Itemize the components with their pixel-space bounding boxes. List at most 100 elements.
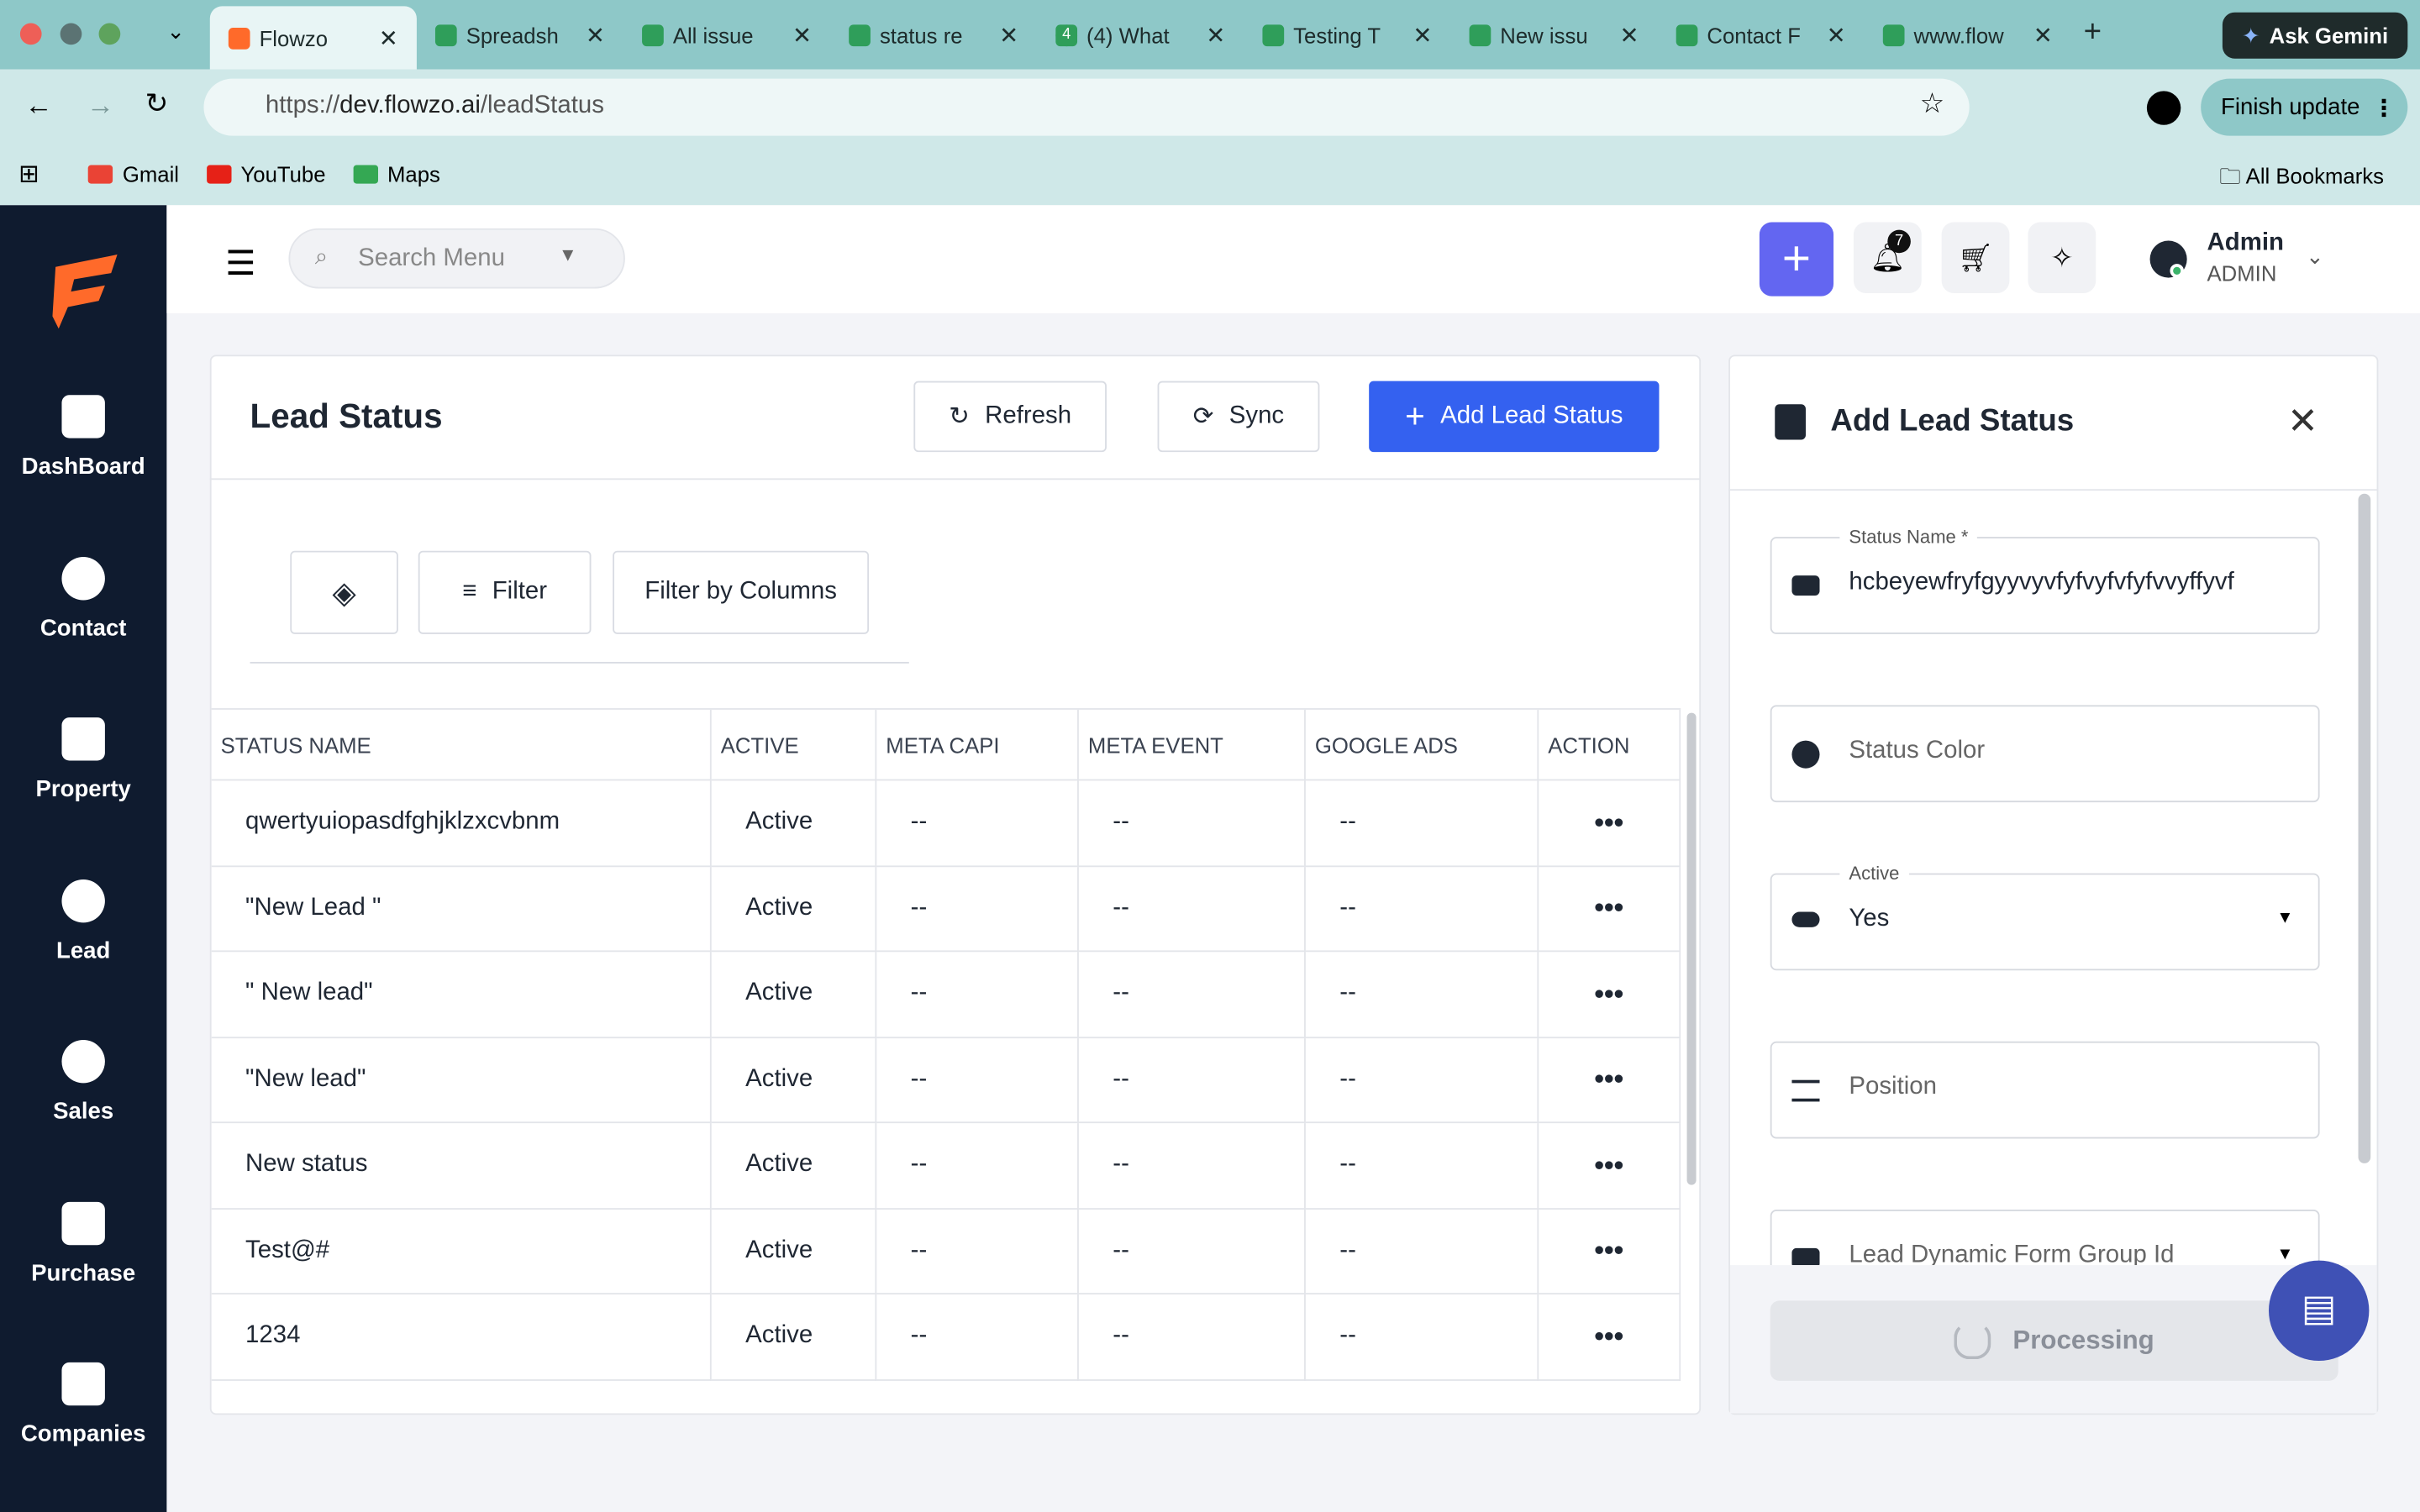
browser-tab[interactable]: Spreadsh ✕ xyxy=(417,13,623,59)
bookmark[interactable]: YouTube xyxy=(207,162,326,186)
filter-label: Filter xyxy=(492,578,548,606)
drawer-scrollbar[interactable] xyxy=(2358,493,2371,1163)
browser-tab[interactable]: Contact F ✕ xyxy=(1658,13,1865,59)
tab-close[interactable]: ✕ xyxy=(999,23,1019,50)
tab-favicon xyxy=(1882,24,1905,47)
sidebar-item[interactable]: Property xyxy=(0,717,166,802)
bookmark[interactable]: Maps xyxy=(353,162,440,186)
forward-button[interactable]: → xyxy=(86,89,114,121)
sidebar-item[interactable]: DashBoard xyxy=(0,395,166,480)
tab-title: Spreadsh xyxy=(466,23,559,48)
cell-value: -- xyxy=(1078,1209,1306,1295)
menu-toggle[interactable]: ☰ xyxy=(225,244,256,283)
new-tab[interactable]: + xyxy=(2083,15,2102,50)
tab-title: www.flow xyxy=(1913,23,2004,48)
column-header[interactable]: META CAPI xyxy=(876,709,1079,781)
sync-button[interactable]: ⟳ Sync xyxy=(1157,381,1320,453)
finish-update[interactable]: Finish update ⋮ xyxy=(2201,78,2408,136)
row-actions[interactable]: ••• xyxy=(1539,1294,1681,1380)
sidebar-icon xyxy=(61,717,105,761)
all-bookmarks[interactable]: 🗀 All Bookmarks xyxy=(2219,163,2385,189)
sidebar-item[interactable]: Purchase xyxy=(0,1200,166,1286)
all-bookmarks-label: All Bookmarks xyxy=(2245,163,2385,189)
active-field[interactable]: Active Yes ▼ xyxy=(1770,862,2320,971)
column-header[interactable]: STATUS NAME xyxy=(211,709,712,781)
browser-tab[interactable]: All issue ✕ xyxy=(623,13,830,59)
tab-close[interactable]: ✕ xyxy=(2033,23,2053,50)
form-group-placeholder: Lead Dynamic Form Group Id xyxy=(1849,1242,2175,1266)
browser-tab[interactable]: New issu ✕ xyxy=(1451,13,1658,59)
bookmark-star[interactable]: ☆ xyxy=(1919,87,1945,119)
tab-close[interactable]: ✕ xyxy=(1206,23,1226,50)
tab-close[interactable]: ✕ xyxy=(378,25,398,52)
ai-button[interactable]: ✧ xyxy=(2028,222,2096,293)
close-window[interactable] xyxy=(19,23,42,45)
active-cell: Active xyxy=(711,866,877,953)
sidebar-icon xyxy=(61,879,105,922)
tab-close[interactable]: ✕ xyxy=(792,23,813,50)
row-actions[interactable]: ••• xyxy=(1539,780,1681,867)
browser-tab[interactable]: Flowzo ✕ xyxy=(209,6,417,70)
browser-tab[interactable]: www.flow ✕ xyxy=(1865,13,2071,59)
url-path: /leadStatus xyxy=(480,92,604,119)
filter-button[interactable]: ≡ Filter xyxy=(418,550,592,634)
row-actions[interactable]: ••• xyxy=(1539,1209,1681,1295)
maximize-window[interactable] xyxy=(98,23,121,45)
form-group-field[interactable]: Lead Dynamic Form Group Id ▼ xyxy=(1770,1210,2320,1266)
back-button[interactable]: ← xyxy=(24,89,53,121)
gemini-button[interactable]: ✦ Ask Gemini xyxy=(2222,12,2408,59)
column-header[interactable]: GOOGLE ADS xyxy=(1305,709,1539,781)
reload-button[interactable]: ↻ xyxy=(145,87,169,119)
active-cell: Active xyxy=(711,780,877,867)
column-header[interactable]: META EVENT xyxy=(1078,709,1306,781)
browser-tab[interactable]: status re ✕ xyxy=(830,13,1037,59)
row-actions[interactable]: ••• xyxy=(1539,866,1681,953)
sidebar-icon xyxy=(61,395,105,438)
sidebar-icon xyxy=(61,556,105,600)
browser-tab[interactable]: Testing T ✕ xyxy=(1244,13,1450,59)
apps-icon[interactable]: ⊞ xyxy=(18,161,39,189)
tab-search[interactable]: ⌄ xyxy=(166,18,185,44)
active-cell: Active xyxy=(711,952,877,1038)
tab-close[interactable]: ✕ xyxy=(1619,23,1639,50)
tab-close[interactable]: ✕ xyxy=(1413,23,1433,50)
cell-value: -- xyxy=(1305,780,1539,867)
row-actions[interactable]: ••• xyxy=(1539,1123,1681,1210)
url-scheme: https:// xyxy=(265,92,340,119)
position-field[interactable]: Position xyxy=(1770,1041,2320,1139)
refresh-button[interactable]: ↻ Refresh xyxy=(913,381,1107,453)
status-name-field[interactable]: Status Name * hcbeyewfryfgyyvyvfyfvyfvfyf… xyxy=(1770,526,2320,634)
tab-close[interactable]: ✕ xyxy=(585,23,606,50)
status-name-label: Status Name * xyxy=(1839,526,1978,549)
tab-close[interactable]: ✕ xyxy=(1826,23,1846,50)
sidebar-item[interactable]: Lead xyxy=(0,879,166,963)
active-cell: Active xyxy=(711,1209,877,1295)
table-scrollbar[interactable] xyxy=(1686,712,1697,1185)
active-label: Active xyxy=(1839,862,1909,885)
cart[interactable]: 🛒︎ xyxy=(1941,222,2010,293)
close-drawer[interactable]: ✕ xyxy=(2287,401,2318,444)
browser-tab[interactable]: 4 (4) What ✕ xyxy=(1037,13,1244,59)
profile-avatar[interactable] xyxy=(2146,91,2181,125)
bookmark[interactable]: Gmail xyxy=(88,162,179,186)
user-menu[interactable]: ⌄ xyxy=(2306,244,2324,269)
add-lead-status-button[interactable]: + Add Lead Status xyxy=(1369,381,1660,453)
search-menu[interactable]: ⌕ Search Menu ▼ xyxy=(288,228,625,289)
filter-columns-button[interactable]: Filter by Columns xyxy=(613,550,870,634)
row-actions[interactable]: ••• xyxy=(1539,952,1681,1038)
minimize-window[interactable] xyxy=(60,23,82,45)
notifications[interactable]: 🔔︎ xyxy=(1853,222,1922,293)
row-actions[interactable]: ••• xyxy=(1539,1037,1681,1124)
sidebar-item[interactable]: Sales xyxy=(0,1039,166,1125)
tab-title: All issue xyxy=(672,23,754,48)
layers-button[interactable]: ◈ xyxy=(290,550,398,634)
filter-columns-label: Filter by Columns xyxy=(644,578,837,606)
lead-status-table: STATUS NAME ACTIVE META CAPI META EVENT GOOG… xyxy=(211,708,1681,1413)
quick-add[interactable]: + xyxy=(1759,222,1834,297)
sidebar-item[interactable]: Companies xyxy=(0,1362,166,1447)
sidebar-item[interactable]: Contact xyxy=(0,556,166,641)
status-color-field[interactable]: Status Color xyxy=(1770,705,2320,803)
chat-button[interactable]: ▤ xyxy=(2269,1260,2370,1362)
address-bar[interactable]: https://dev.flowzo.ai/leadStatus ☆ xyxy=(203,78,1970,136)
column-header[interactable]: ACTIVE xyxy=(711,709,877,781)
